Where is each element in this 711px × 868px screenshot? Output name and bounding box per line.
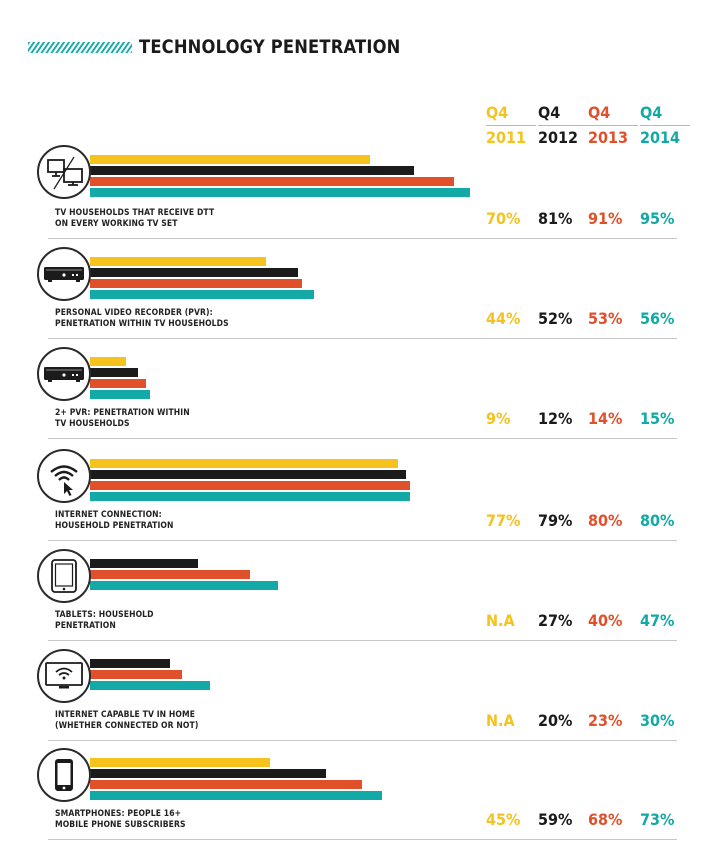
- tv-sets-icon: [37, 145, 91, 199]
- value-label-2011: 44%: [486, 309, 521, 328]
- chart-row-pvr: PERSONAL VIDEO RECORDER (PVR): PENETRATI…: [0, 247, 711, 347]
- pvr-box-icon: [37, 347, 91, 401]
- chart-row-dtt: TV HOUSEHOLDS THAT RECEIVE DTT ON EVERY …: [0, 145, 711, 245]
- bar-smartphones-2013: [90, 780, 362, 789]
- wifi-cursor-icon: [37, 449, 91, 503]
- bar-smartphones-2011: [90, 758, 270, 767]
- bar-smarttv-2012: [90, 659, 170, 668]
- chart-row-smartphones: SMARTPHONES: PEOPLE 16+ MOBILE PHONE SUB…: [0, 748, 711, 848]
- bar-dtt-2014: [90, 188, 470, 197]
- value-label-2012: 81%: [538, 209, 573, 228]
- bar-pvr2-2014: [90, 390, 150, 399]
- year-header-2014: Q4 2014: [640, 103, 690, 148]
- bar-smartphones-2014: [90, 791, 382, 800]
- year-header-quarter: Q4: [640, 103, 663, 122]
- row-label: SMARTPHONES: PEOPLE 16+ MOBILE PHONE SUB…: [55, 809, 186, 830]
- value-label-2013: 14%: [588, 409, 623, 428]
- row-label: INTERNET CAPABLE TV IN HOME (WHETHER CON…: [55, 710, 199, 731]
- chart-row-pvr2: 2+ PVR: PENETRATION WITHIN TV HOUSEHOLDS…: [0, 347, 711, 447]
- value-label-2012: 79%: [538, 511, 573, 530]
- row-label: TV HOUSEHOLDS THAT RECEIVE DTT ON EVERY …: [55, 208, 215, 229]
- chart-row-tablets: TABLETS: HOUSEHOLD PENETRATION N.A 27% 40% 4…: [0, 549, 711, 649]
- row-divider: [48, 839, 677, 840]
- wifi-tv-icon: [37, 649, 91, 703]
- row-divider: [48, 438, 677, 439]
- bar-internet-2013: [90, 481, 410, 490]
- year-header-year: 2011: [486, 125, 536, 148]
- bar-smarttv-2014: [90, 681, 210, 690]
- bar-tablets-2012: [90, 559, 198, 568]
- bar-internet-2011: [90, 459, 398, 468]
- page-title: TECHNOLOGY PENETRATION: [139, 36, 401, 58]
- value-label-2014: 95%: [640, 209, 675, 228]
- value-label-2011: 9%: [486, 409, 511, 428]
- row-label: INTERNET CONNECTION: HOUSEHOLD PENETRATI…: [55, 510, 174, 531]
- bar-internet-2014: [90, 492, 410, 501]
- bar-dtt-2011: [90, 155, 370, 164]
- row-label: TABLETS: HOUSEHOLD PENETRATION: [55, 610, 154, 631]
- row-label: PERSONAL VIDEO RECORDER (PVR): PENETRATI…: [55, 308, 229, 329]
- bar-pvr-2011: [90, 257, 266, 266]
- stripe-decoration: [28, 41, 132, 53]
- value-label-2013: 68%: [588, 810, 623, 829]
- bar-internet-2012: [90, 470, 406, 479]
- value-label-2014: 15%: [640, 409, 675, 428]
- row-divider: [48, 540, 677, 541]
- year-header-2011: Q4 2011: [486, 103, 536, 148]
- year-header-quarter: Q4: [588, 103, 611, 122]
- bar-smarttv-2013: [90, 670, 182, 679]
- row-divider: [48, 640, 677, 641]
- value-label-2014: 73%: [640, 810, 675, 829]
- row-divider: [48, 338, 677, 339]
- value-label-2013: 40%: [588, 611, 623, 630]
- value-label-2011: 70%: [486, 209, 521, 228]
- row-label: 2+ PVR: PENETRATION WITHIN TV HOUSEHOLDS: [55, 408, 190, 429]
- pvr-box-icon: [37, 247, 91, 301]
- value-label-2012: 59%: [538, 810, 573, 829]
- bar-dtt-2013: [90, 177, 454, 186]
- row-divider: [48, 740, 677, 741]
- bar-pvr-2013: [90, 279, 302, 288]
- bar-tablets-2014: [90, 581, 278, 590]
- chart-row-smarttv: INTERNET CAPABLE TV IN HOME (WHETHER CON…: [0, 649, 711, 749]
- smartphone-icon: [37, 748, 91, 802]
- year-header-year: 2013: [588, 125, 638, 148]
- value-label-2011: 77%: [486, 511, 521, 530]
- value-label-2013: 23%: [588, 711, 623, 730]
- value-label-2014: 47%: [640, 611, 675, 630]
- value-label-2013: 91%: [588, 209, 623, 228]
- bar-pvr-2014: [90, 290, 314, 299]
- tablet-icon: [37, 549, 91, 603]
- value-label-2014: 80%: [640, 511, 675, 530]
- value-label-2012: 52%: [538, 309, 573, 328]
- bar-tablets-2013: [90, 570, 250, 579]
- value-label-2011: N.A: [486, 711, 515, 730]
- bar-pvr-2012: [90, 268, 298, 277]
- value-label-2014: 56%: [640, 309, 675, 328]
- year-header-quarter: Q4: [538, 103, 561, 122]
- value-label-2013: 80%: [588, 511, 623, 530]
- year-header-2012: Q4 2012: [538, 103, 588, 148]
- bar-pvr2-2013: [90, 379, 146, 388]
- value-label-2012: 27%: [538, 611, 573, 630]
- value-label-2013: 53%: [588, 309, 623, 328]
- value-label-2011: N.A: [486, 611, 515, 630]
- value-label-2011: 45%: [486, 810, 521, 829]
- bar-dtt-2012: [90, 166, 414, 175]
- bar-smartphones-2012: [90, 769, 326, 778]
- row-divider: [48, 238, 677, 239]
- title-block: TECHNOLOGY PENETRATION: [28, 34, 443, 60]
- value-label-2014: 30%: [640, 711, 675, 730]
- value-label-2012: 12%: [538, 409, 573, 428]
- year-header-year: 2014: [640, 125, 690, 148]
- year-header-quarter: Q4: [486, 103, 509, 122]
- bar-pvr2-2012: [90, 368, 138, 377]
- value-label-2012: 20%: [538, 711, 573, 730]
- year-header-2013: Q4 2013: [588, 103, 638, 148]
- bar-pvr2-2011: [90, 357, 126, 366]
- year-header-year: 2012: [538, 125, 588, 148]
- chart-row-internet: INTERNET CONNECTION: HOUSEHOLD PENETRATI…: [0, 449, 711, 549]
